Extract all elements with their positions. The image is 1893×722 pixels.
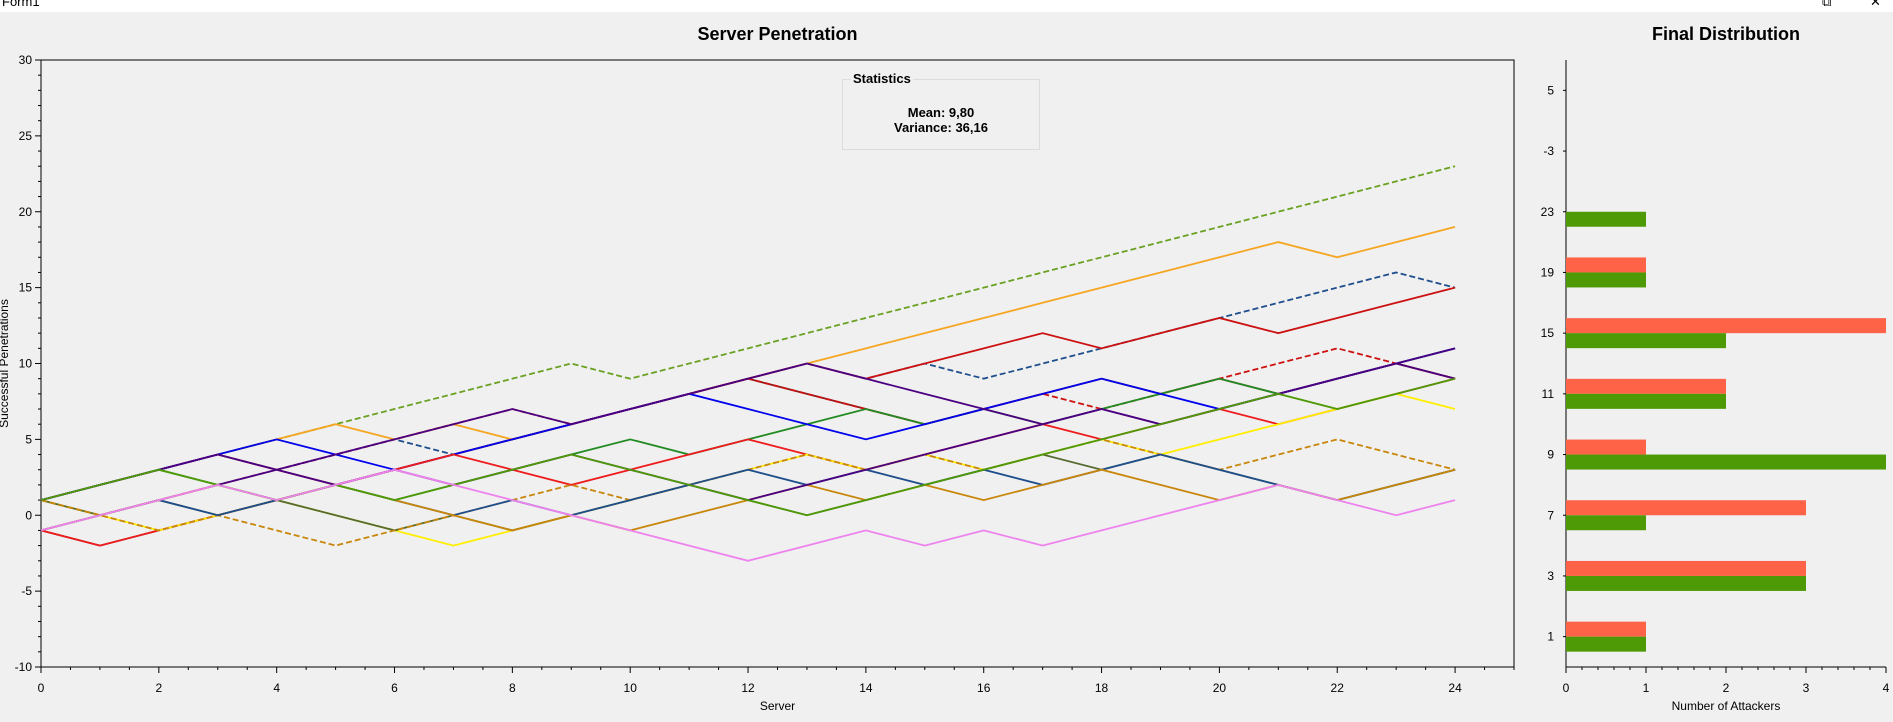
dist-bar-green-19 — [1566, 272, 1646, 288]
dist-bar-green-1 — [1566, 636, 1646, 652]
dist-bar-green-3 — [1566, 575, 1806, 591]
dist-bar-green-15 — [1566, 333, 1726, 349]
y-tick-label: 0 — [25, 508, 32, 522]
series-line-7 — [40, 347, 1456, 502]
dist-bar-orange-9 — [1566, 439, 1646, 455]
y-tick-label: 5 — [25, 432, 32, 446]
dist-bar-orange-19 — [1566, 257, 1646, 273]
dist-bar-orange-1 — [1566, 621, 1646, 637]
main-chart-xlabel: Server — [760, 699, 795, 713]
dist-y-tick-label: 11 — [1542, 387, 1555, 401]
y-tick-label: 30 — [19, 53, 33, 67]
window-titlebar: Form1 ⧉ ✕ — [0, 0, 1893, 12]
dist-y-tick-label: 9 — [1547, 448, 1554, 462]
series-line-8 — [40, 347, 1456, 501]
x-tick-label: 24 — [1448, 681, 1462, 695]
restore-icon[interactable]: ⧉ — [1822, 0, 1832, 9]
dist-y-tick-label: 23 — [1541, 205, 1555, 219]
dist-bar-green-23 — [1566, 211, 1646, 227]
dist-bar-orange-15 — [1566, 318, 1886, 334]
dist-y-tick-label: 1 — [1547, 630, 1554, 644]
dist-y-tick-label: 5 — [1547, 83, 1554, 97]
statistics-variance: Variance: 36,16 — [894, 120, 988, 135]
y-tick-label: -5 — [21, 584, 32, 598]
x-tick-label: 8 — [509, 681, 516, 695]
main-chart-ylabel: Successful Penetrations — [0, 299, 11, 428]
statistics-box: Statistics Mean: 9,80 Variance: 36,16 — [842, 71, 1040, 150]
dist-y-tick-label: -3 — [1543, 144, 1554, 158]
dist-x-tick-label: 4 — [1883, 681, 1890, 695]
dist-chart-title: Final Distribution — [1652, 24, 1800, 44]
y-tick-label: 10 — [19, 357, 33, 371]
x-tick-label: 6 — [391, 681, 398, 695]
x-tick-label: 12 — [741, 681, 755, 695]
x-tick-label: 14 — [859, 681, 873, 695]
statistics-mean: Mean: 9,80 — [907, 105, 975, 120]
y-tick-label: 15 — [19, 281, 33, 295]
series-line-2 — [40, 226, 1456, 501]
y-tick-label: 25 — [19, 129, 33, 143]
main-chart-title: Server Penetration — [697, 24, 857, 44]
plot-area-frame — [40, 59, 1515, 668]
x-tick-label: 0 — [38, 681, 45, 695]
dist-x-tick-label: 0 — [1563, 681, 1570, 695]
dist-x-tick-label: 2 — [1723, 681, 1730, 695]
x-tick-label: 4 — [273, 681, 280, 695]
dist-y-tick-label: 15 — [1541, 326, 1555, 340]
dist-chart-xlabel: Number of Attackers — [1672, 699, 1781, 713]
x-tick-label: 16 — [977, 681, 991, 695]
dist-x-tick-label: 1 — [1643, 681, 1650, 695]
dist-x-tick-label: 3 — [1803, 681, 1810, 695]
x-tick-label: 22 — [1331, 681, 1345, 695]
series-line-12 — [40, 453, 1456, 532]
dist-bar-orange-7 — [1566, 500, 1806, 516]
dist-bar-orange-11 — [1566, 378, 1726, 394]
dist-y-tick-label: 3 — [1547, 569, 1554, 583]
x-tick-label: 20 — [1213, 681, 1227, 695]
dist-bar-green-7 — [1566, 515, 1646, 531]
y-tick-label: 20 — [19, 205, 33, 219]
series-line-4 — [40, 286, 1456, 501]
series-line-18 — [40, 468, 1456, 562]
statistics-title: Statistics — [851, 71, 913, 86]
series-line-3 — [40, 271, 1456, 501]
dist-y-tick-label: 19 — [1541, 265, 1555, 279]
series-line-1 — [40, 165, 1456, 501]
y-tick-label: -10 — [15, 660, 33, 674]
dist-bar-green-11 — [1566, 393, 1726, 409]
window-title: Form1 — [2, 0, 40, 9]
x-tick-label: 10 — [624, 681, 638, 695]
x-tick-label: 18 — [1095, 681, 1109, 695]
series-line-6 — [40, 347, 1456, 517]
series-line-13 — [40, 438, 1456, 547]
close-icon[interactable]: ✕ — [1870, 0, 1881, 9]
series-line-5 — [40, 362, 1456, 547]
series-line-14 — [40, 453, 1456, 532]
dist-y-tick-label: 7 — [1547, 508, 1554, 522]
dist-bar-green-9 — [1566, 454, 1886, 470]
x-tick-label: 2 — [155, 681, 162, 695]
dist-bar-orange-3 — [1566, 560, 1806, 576]
